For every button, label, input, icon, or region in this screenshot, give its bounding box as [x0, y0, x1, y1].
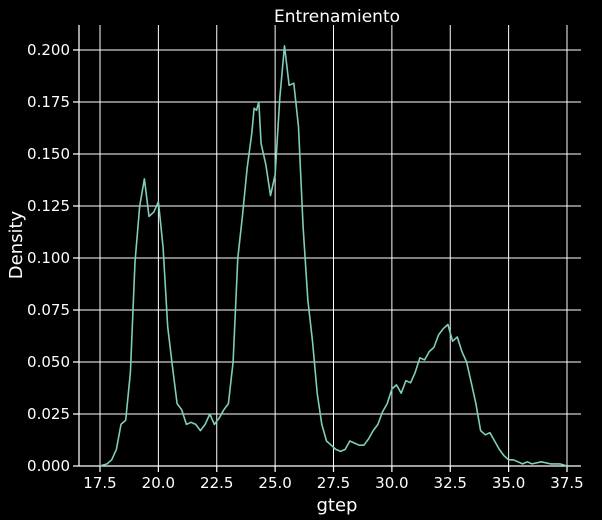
x-tick-label: 30.0 — [375, 474, 408, 492]
x-tick-label: 17.5 — [83, 474, 116, 492]
ticks-layer: 17.5 20.0 22.5 25.0 27.5 30.0 32.5 35.0 37.5 0.00… — [27, 41, 584, 492]
x-axis-label: gtep — [317, 495, 358, 516]
y-tick-label: 0.100 — [27, 249, 70, 267]
x-tick-label: 25.0 — [258, 474, 291, 492]
y-tick-label: 0.125 — [27, 197, 70, 215]
x-tick-label: 20.0 — [142, 474, 175, 492]
y-axis-label: Density — [6, 210, 27, 279]
x-tick-label: 22.5 — [200, 474, 233, 492]
y-tick-label: 0.025 — [27, 405, 70, 423]
series-layer — [99, 44, 568, 467]
x-tick-label: 27.5 — [317, 474, 350, 492]
x-tick-label: 32.5 — [434, 474, 467, 492]
x-tick-label: 35.0 — [492, 474, 525, 492]
density-line — [99, 44, 568, 467]
axes-layer — [78, 25, 581, 467]
y-tick-label: 0.075 — [27, 301, 70, 319]
y-tick-label: 0.200 — [27, 41, 70, 59]
chart-title: Entrenamiento — [274, 7, 400, 27]
x-tick-label: 37.5 — [550, 474, 583, 492]
y-tick-label: 0.175 — [27, 93, 70, 111]
y-tick-label: 0.050 — [27, 353, 70, 371]
y-tick-label: 0.000 — [27, 457, 70, 475]
y-tick-label: 0.150 — [27, 145, 70, 163]
grid-layer — [79, 25, 581, 467]
